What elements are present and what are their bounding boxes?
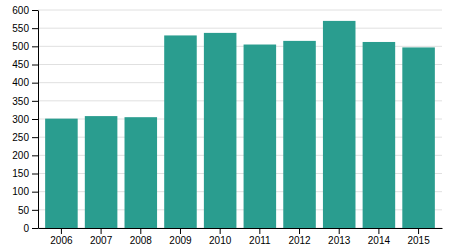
bar bbox=[204, 33, 237, 228]
tick-mark bbox=[32, 210, 38, 211]
tick-mark bbox=[259, 228, 260, 234]
tick-mark bbox=[339, 228, 340, 234]
tick-mark bbox=[32, 101, 38, 102]
tick-mark bbox=[32, 28, 38, 29]
y-tick: 400 bbox=[12, 77, 38, 88]
tick-mark bbox=[180, 228, 181, 234]
tick-mark bbox=[32, 192, 38, 193]
bar bbox=[363, 42, 396, 228]
grid-line bbox=[38, 28, 442, 29]
tick-label: 50 bbox=[18, 205, 30, 216]
y-tick: 450 bbox=[12, 59, 38, 70]
bar bbox=[323, 21, 356, 228]
tick-mark bbox=[32, 65, 38, 66]
tick-label: 2012 bbox=[288, 235, 311, 246]
tick-mark bbox=[32, 155, 38, 156]
tick-label: 150 bbox=[12, 168, 29, 179]
bars bbox=[45, 21, 435, 228]
tick-label: 0 bbox=[23, 223, 29, 234]
grid-line bbox=[38, 10, 442, 11]
tick-label: 600 bbox=[12, 5, 29, 16]
tick-label: 100 bbox=[12, 186, 29, 197]
y-tick: 350 bbox=[12, 96, 38, 107]
tick-mark bbox=[299, 228, 300, 234]
tick-label: 550 bbox=[12, 23, 29, 34]
tick-label: 450 bbox=[12, 59, 29, 70]
y-tick: 200 bbox=[12, 150, 38, 161]
y-tick: 100 bbox=[12, 186, 38, 197]
tick-mark bbox=[32, 137, 38, 138]
y-axis: 0 50 100 150 200 250 300 350 400 450 500 550 600 bbox=[12, 5, 38, 234]
bar bbox=[85, 116, 118, 228]
tick-mark bbox=[61, 228, 62, 234]
tick-mark bbox=[32, 83, 38, 84]
x-tick: 2013 bbox=[328, 228, 351, 246]
axis-line bbox=[38, 11, 39, 229]
tick-mark bbox=[101, 228, 102, 234]
x-tick: 2006 bbox=[50, 228, 73, 246]
tick-label: 2013 bbox=[328, 235, 351, 246]
x-tick: 2008 bbox=[130, 228, 153, 246]
tick-label: 300 bbox=[12, 114, 29, 125]
x-tick: 2015 bbox=[407, 228, 430, 246]
tick-label: 2010 bbox=[209, 235, 232, 246]
bar bbox=[45, 119, 78, 228]
tick-mark bbox=[140, 228, 141, 234]
tick-label: 2009 bbox=[169, 235, 192, 246]
y-tick: 600 bbox=[12, 5, 38, 16]
tick-mark bbox=[418, 228, 419, 234]
tick-mark bbox=[32, 10, 38, 11]
x-tick: 2014 bbox=[368, 228, 391, 246]
tick-mark bbox=[32, 119, 38, 120]
bar bbox=[125, 117, 158, 228]
tick-mark bbox=[32, 46, 38, 47]
tick-label: 2008 bbox=[130, 235, 153, 246]
bar bbox=[244, 45, 277, 228]
x-tick: 2012 bbox=[288, 228, 311, 246]
x-tick: 2007 bbox=[90, 228, 113, 246]
x-tick: 2011 bbox=[249, 228, 271, 246]
tick-label: 2011 bbox=[249, 235, 271, 246]
y-tick: 300 bbox=[12, 114, 38, 125]
y-tick: 150 bbox=[12, 168, 38, 179]
x-axis: 2006 2007 2008 2009 2010 2011 2012 2013 2014 2015 bbox=[39, 228, 443, 246]
bar bbox=[283, 41, 316, 228]
y-tick: 50 bbox=[18, 205, 38, 216]
y-tick: 550 bbox=[12, 23, 38, 34]
tick-label: 2014 bbox=[368, 235, 391, 246]
y-tick: 0 bbox=[23, 223, 38, 234]
plot: 2006 2007 2008 2009 2010 2011 2012 2013 2014 2015… bbox=[12, 5, 442, 246]
y-tick: 250 bbox=[12, 132, 38, 143]
bar bbox=[402, 47, 435, 228]
grid bbox=[38, 10, 442, 228]
tick-label: 400 bbox=[12, 77, 29, 88]
tick-label: 2007 bbox=[90, 235, 113, 246]
tick-mark bbox=[32, 174, 38, 175]
tick-label: 2015 bbox=[407, 235, 430, 246]
tick-label: 350 bbox=[12, 96, 29, 107]
chart-svg: 2006 2007 2008 2009 2010 2011 2012 2013 2014 2015… bbox=[0, 0, 454, 252]
x-tick: 2009 bbox=[169, 228, 192, 246]
chart-container: 2006 2007 2008 2009 2010 2011 2012 2013 2014 2015… bbox=[0, 0, 454, 252]
tick-mark bbox=[220, 228, 221, 234]
tick-label: 250 bbox=[12, 132, 29, 143]
axis-line bbox=[39, 228, 443, 229]
tick-mark bbox=[378, 228, 379, 234]
tick-mark bbox=[32, 228, 38, 229]
tick-label: 500 bbox=[12, 41, 29, 52]
tick-label: 200 bbox=[12, 150, 29, 161]
x-tick: 2010 bbox=[209, 228, 232, 246]
y-tick: 500 bbox=[12, 41, 38, 52]
tick-label: 2006 bbox=[50, 235, 73, 246]
bar bbox=[164, 35, 197, 228]
